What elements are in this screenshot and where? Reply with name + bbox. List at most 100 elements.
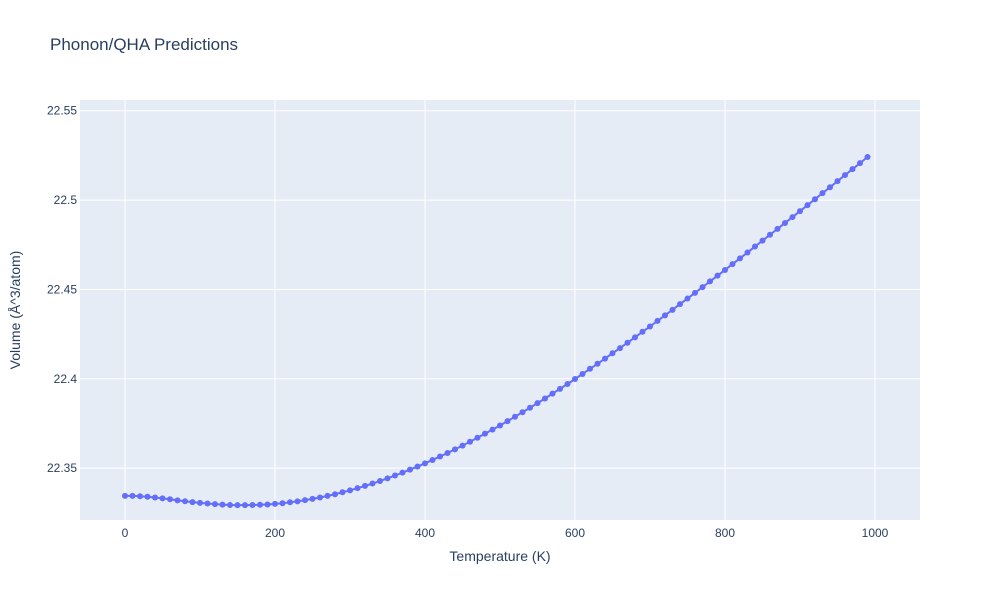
data-point bbox=[504, 418, 511, 425]
data-point bbox=[842, 172, 848, 179]
data-point bbox=[474, 434, 481, 441]
data-point bbox=[707, 278, 713, 285]
data-point bbox=[242, 502, 248, 509]
grid bbox=[80, 100, 920, 520]
x-axis-ticks: 0 200 400 600 800 1000 bbox=[122, 526, 889, 540]
data-point bbox=[159, 495, 166, 502]
x-tick-label: 0 bbox=[122, 526, 129, 540]
data-point bbox=[317, 494, 323, 501]
data-point bbox=[227, 501, 233, 508]
data-point bbox=[354, 485, 361, 492]
data-point bbox=[669, 306, 676, 313]
data-point bbox=[774, 225, 781, 232]
data-point bbox=[737, 255, 743, 262]
data-point bbox=[452, 446, 458, 453]
data-point bbox=[542, 395, 548, 402]
x-tick-label: 1000 bbox=[862, 526, 889, 540]
x-tick-label: 800 bbox=[715, 526, 735, 540]
data-point bbox=[414, 463, 421, 470]
data-point bbox=[324, 492, 331, 499]
x-tick-label: 600 bbox=[565, 526, 585, 540]
data-point bbox=[512, 413, 518, 420]
y-tick-label: 22.35 bbox=[47, 461, 77, 475]
series-line bbox=[125, 156, 869, 507]
data-point bbox=[152, 494, 158, 501]
y-axis-title: Volume (Å^3/atom) bbox=[7, 251, 23, 370]
y-tick-label: 22.4 bbox=[54, 372, 78, 386]
data-point bbox=[714, 272, 721, 279]
data-point bbox=[279, 500, 286, 507]
y-tick-label: 22.45 bbox=[47, 282, 77, 296]
data-point bbox=[639, 328, 646, 335]
data-point bbox=[767, 231, 773, 238]
data-point bbox=[819, 190, 826, 197]
data-point bbox=[377, 478, 383, 485]
data-point bbox=[834, 178, 841, 185]
data-point bbox=[459, 442, 466, 449]
data-point bbox=[827, 184, 833, 191]
data-point bbox=[722, 266, 728, 273]
data-point bbox=[677, 301, 683, 308]
data-point bbox=[759, 237, 766, 244]
data-point bbox=[572, 375, 578, 382]
data-point bbox=[437, 453, 443, 460]
data-point bbox=[527, 404, 533, 411]
data-point bbox=[729, 261, 736, 268]
series-markers bbox=[122, 154, 871, 509]
data-point bbox=[849, 166, 856, 173]
data-point bbox=[422, 460, 428, 467]
data-point bbox=[557, 385, 563, 392]
data-point bbox=[684, 295, 691, 302]
data-point bbox=[797, 208, 803, 215]
data-point bbox=[594, 360, 601, 367]
data-point bbox=[617, 345, 623, 352]
x-axis-title: Temperature (K) bbox=[449, 548, 550, 564]
data-point bbox=[744, 249, 751, 256]
data-point bbox=[482, 430, 488, 437]
data-point bbox=[257, 501, 263, 508]
data-point bbox=[332, 491, 338, 498]
data-point bbox=[489, 426, 496, 433]
y-tick-label: 22.5 bbox=[54, 193, 78, 207]
data-point bbox=[219, 501, 226, 508]
data-point bbox=[204, 500, 211, 507]
data-point bbox=[579, 370, 586, 377]
data-point bbox=[384, 475, 391, 482]
data-point bbox=[752, 243, 758, 250]
data-point bbox=[302, 497, 308, 504]
data-point bbox=[467, 438, 473, 445]
data-point bbox=[549, 390, 556, 397]
data-point bbox=[339, 489, 346, 496]
data-point bbox=[392, 472, 398, 479]
data-point bbox=[182, 498, 188, 505]
data-point bbox=[144, 493, 151, 500]
data-point bbox=[287, 499, 293, 506]
data-point bbox=[804, 202, 811, 209]
data-point bbox=[122, 492, 128, 499]
data-point bbox=[864, 154, 871, 161]
data-point bbox=[129, 492, 136, 499]
data-point bbox=[699, 284, 706, 291]
x-tick-label: 200 bbox=[265, 526, 285, 540]
data-point bbox=[167, 496, 173, 503]
data-point bbox=[362, 482, 368, 489]
data-point bbox=[782, 219, 788, 226]
data-point bbox=[347, 487, 353, 494]
data-point bbox=[624, 339, 631, 346]
data-point bbox=[662, 312, 668, 319]
data-point bbox=[429, 456, 436, 463]
data-point bbox=[654, 317, 661, 324]
x-tick-label: 400 bbox=[415, 526, 435, 540]
data-point bbox=[309, 495, 316, 502]
data-point bbox=[609, 350, 616, 357]
data-point bbox=[602, 355, 608, 362]
data-point bbox=[812, 196, 818, 203]
data-point bbox=[444, 449, 451, 456]
data-point bbox=[587, 365, 593, 372]
data-point bbox=[534, 400, 541, 407]
chart-title: Phonon/QHA Predictions bbox=[50, 35, 238, 54]
data-point bbox=[294, 498, 301, 505]
data-point bbox=[197, 499, 203, 506]
data-point bbox=[399, 469, 406, 476]
